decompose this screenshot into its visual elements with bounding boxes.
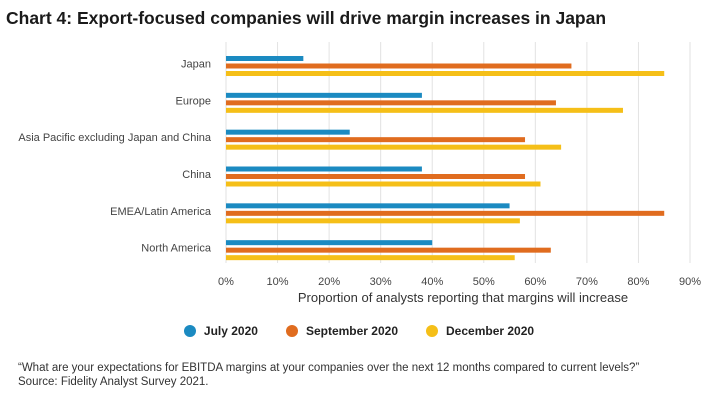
- category-label: Japan: [181, 59, 211, 71]
- gridlines: [225, 42, 691, 263]
- legend-swatch: [183, 325, 196, 337]
- x-tick-label: 40%: [421, 276, 443, 288]
- legend-swatch: [426, 325, 439, 337]
- bars: [226, 56, 665, 261]
- legend-item: September 2020: [285, 324, 399, 338]
- x-axis-title: Proportion of analysts reporting that ma…: [297, 290, 629, 305]
- bar-december-2020: [226, 218, 520, 224]
- x-tick-label: 70%: [576, 276, 598, 288]
- x-tick-label: 10%: [267, 276, 289, 288]
- bar-september-2020: [226, 100, 556, 106]
- category-label: Europe: [176, 95, 211, 107]
- category-label: China: [182, 169, 212, 181]
- category-labels: Japan Europe Asia Pacific excluding Japan …: [18, 59, 212, 255]
- footnote: “What are your expectations for EBITDA m…: [18, 361, 639, 389]
- x-tick-label: 30%: [370, 276, 392, 288]
- bar-september-2020: [226, 174, 526, 179]
- bar-july-2020: [226, 203, 510, 209]
- category-label: North America: [141, 243, 212, 255]
- legend-item: December 2020: [426, 324, 534, 338]
- survey-question: “What are your expectations for EBITDA m…: [18, 362, 640, 374]
- bar-chart: Japan Europe Asia Pacific excluding Japan …: [18, 42, 701, 288]
- category-label: EMEA/Latin America: [110, 206, 212, 218]
- bar-december-2020: [226, 144, 562, 150]
- x-tick-label: 90%: [679, 276, 701, 288]
- chart-title: Chart 4: Export-focused companies will d…: [6, 8, 607, 28]
- legend: July 2020 September 2020 December 2020: [0, 324, 718, 338]
- legend-item: July 2020: [183, 324, 258, 338]
- bar-july-2020: [226, 56, 304, 61]
- legend-label: July 2020: [203, 324, 258, 338]
- bar-september-2020: [226, 63, 572, 69]
- bar-july-2020: [226, 92, 422, 98]
- x-tick-label: 80%: [627, 276, 649, 288]
- legend-label: December 2020: [446, 324, 535, 338]
- bar-july-2020: [226, 129, 350, 135]
- x-tick-label: 50%: [473, 276, 495, 288]
- bar-july-2020: [226, 240, 433, 246]
- bar-july-2020: [226, 166, 422, 172]
- x-tick-label: 20%: [318, 276, 340, 288]
- bar-september-2020: [226, 210, 665, 216]
- bar-december-2020: [226, 107, 623, 113]
- bar-december-2020: [226, 71, 665, 76]
- source-note: Source: Fidelity Analyst Survey 2021.: [18, 376, 209, 388]
- bar-september-2020: [226, 247, 551, 253]
- bar-september-2020: [226, 137, 526, 143]
- x-tick-label: 0%: [218, 276, 234, 288]
- x-tick-labels: 0% 10% 20% 30% 40% 50% 60% 70% 80% 90%: [218, 276, 701, 288]
- legend-label: September 2020: [305, 324, 399, 338]
- bar-december-2020: [226, 181, 541, 187]
- legend-swatch: [285, 325, 298, 337]
- bar-december-2020: [226, 255, 515, 261]
- x-tick-label: 60%: [524, 276, 546, 288]
- category-label: Asia Pacific excluding Japan and China: [18, 132, 212, 144]
